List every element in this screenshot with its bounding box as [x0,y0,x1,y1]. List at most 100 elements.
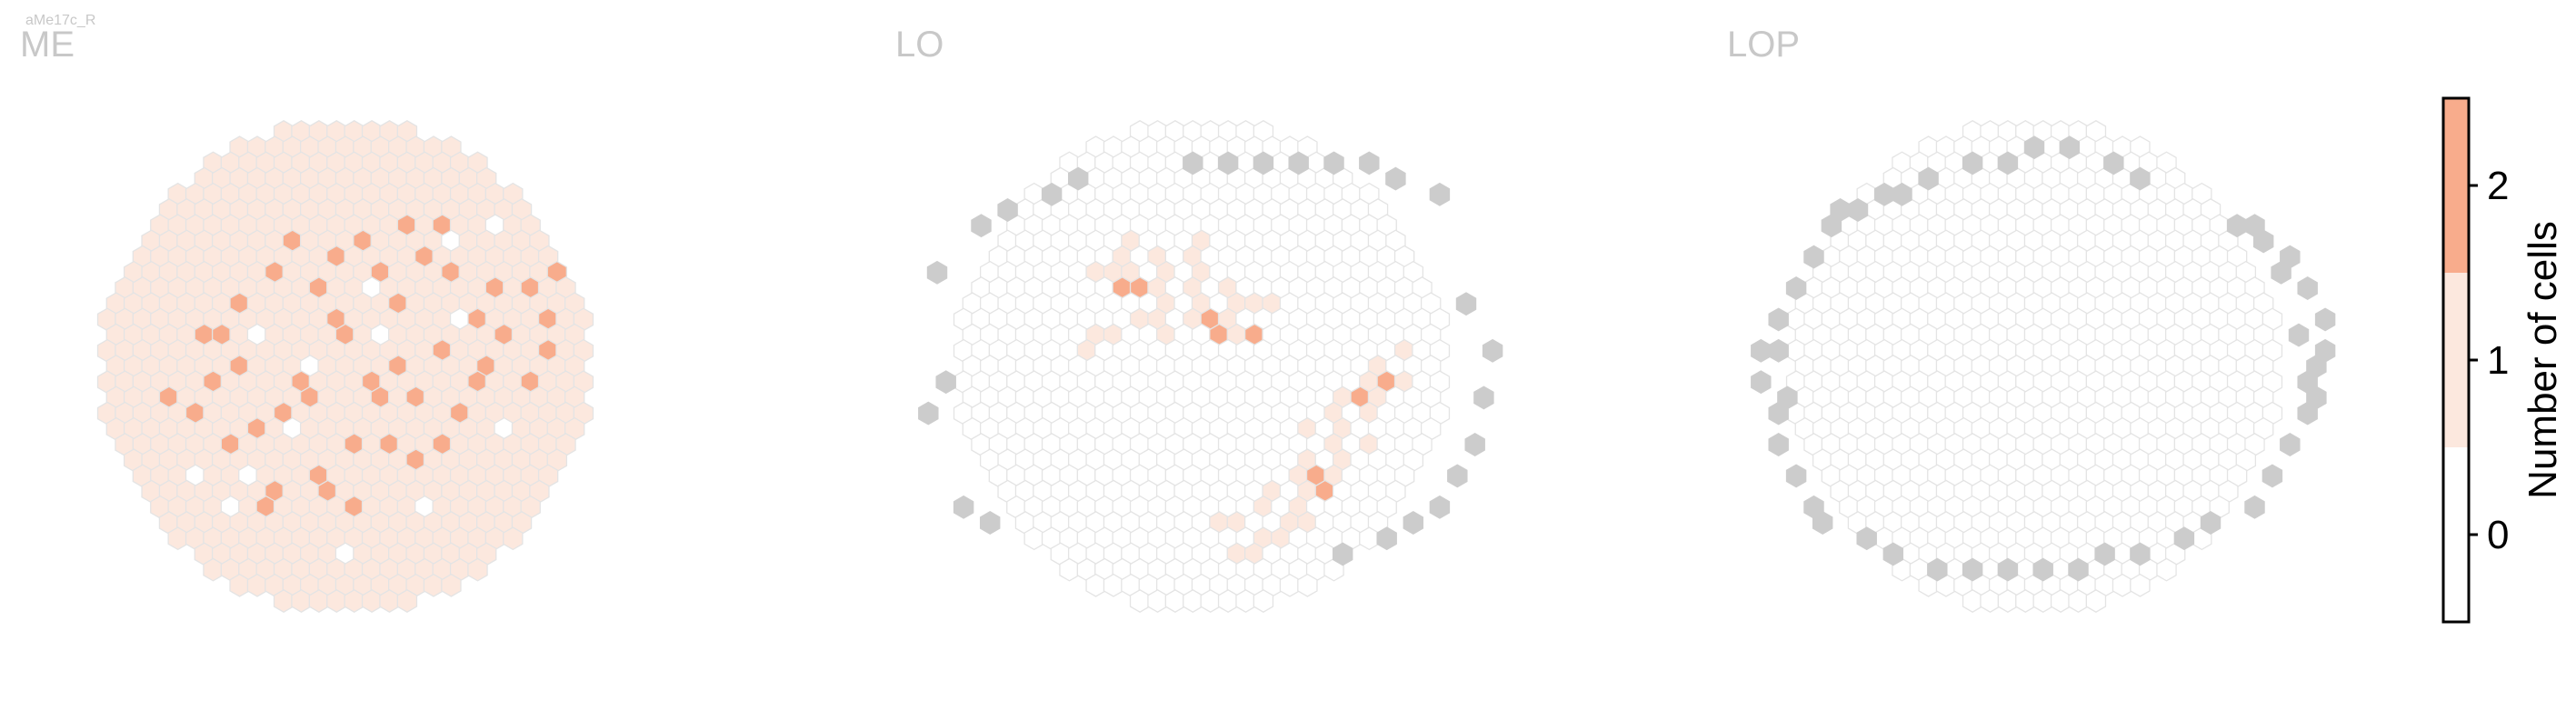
hex-outside [1288,151,1309,175]
hex-outside [1927,557,1948,582]
hex-outside [1429,495,1451,519]
colorbar-band-0 [2443,447,2469,622]
hex-outside [2314,307,2336,332]
hex-cell [326,589,347,613]
hex-cell [1147,589,1168,613]
hex-cell [1235,589,1256,613]
hex-outside [918,401,939,426]
hex-outside [1777,386,1798,410]
hex-outside [1455,292,1477,316]
hex-cell [1023,526,1044,551]
hex-cell [2085,589,2107,613]
hex-cell [203,557,224,582]
hex-outside [1830,198,1851,222]
hex-cell [423,573,444,597]
hex-outside [2130,542,2151,566]
hex-outside [1803,245,1824,269]
hex-outside [2200,511,2222,535]
hex-cell [1164,589,1186,613]
hex-cell [229,573,250,597]
hex-cell [2050,589,2072,613]
hex-cell [1200,589,1221,613]
hex-outside [935,370,956,395]
hex-cell [361,589,383,613]
hex-cell [503,526,524,551]
hex-cell [2015,589,2036,613]
hex-cell [1085,573,1106,597]
hex-outside [2306,386,2327,410]
hex-grid-lo [918,120,1503,613]
hex-outside [2271,260,2291,285]
hex-cell [396,589,418,613]
panel-title-lo: LO [895,25,944,65]
hex-outside [1962,151,1983,175]
colorbar-tick-label-1: 1 [2487,338,2509,383]
hex-cell [291,589,312,613]
hex-outside [2306,355,2327,378]
hex-outside [1847,198,1869,222]
hex-outside [1751,338,1772,363]
hex-outside [2094,542,2115,566]
hex-outside [1812,511,1833,535]
hex-cell [1297,573,1318,597]
hex-outside [2297,276,2318,300]
hex-outside [1332,542,1353,566]
hex-outside [1997,151,2019,175]
hex-outside [1856,526,1877,551]
hex-cell [1359,526,1380,551]
hex-cell [1279,573,1301,597]
hex-grid-lop [1751,120,2336,613]
hex-cell [441,573,462,597]
hex-cell [2130,573,2151,597]
hex-outside [1376,526,1397,551]
hex-outside [1447,464,1468,488]
hex-cell [1059,557,1080,582]
hex-cell [1962,589,1983,613]
hex-outside [1041,182,1063,206]
hex-outside [1183,151,1203,175]
hex-outside [2023,135,2045,160]
hex-outside [2173,526,2195,551]
hex-outside [1751,370,1772,395]
hex-cell [1980,589,2001,613]
hex-cell [2032,589,2053,613]
hex-outside [979,511,1001,535]
panel-lo: LO [895,25,1503,613]
hex-outside [1997,557,2019,582]
hex-outside [2244,495,2265,519]
hex-outside [1473,386,1494,410]
hex-cell [308,589,330,613]
hex-outside [1768,338,1789,363]
hex-outside [1464,433,1485,456]
hex-outside [2068,557,2089,582]
hex-outside [2032,557,2053,582]
hex-cell [2156,557,2177,582]
hex-outside [2252,229,2274,254]
hex-outside [2059,135,2081,160]
hex-outside [2226,214,2248,238]
hex-outside [2130,166,2151,191]
colorbar-band-2 [2443,98,2469,273]
hex-outside [1067,166,1089,191]
hex-cell [379,589,400,613]
colorbar-tick-label-0: 0 [2487,513,2509,557]
colorbar-tick-label-2: 2 [2487,164,2509,208]
hex-outside [997,198,1018,222]
hex-outside [1892,182,1912,206]
hex-outside [1785,276,1807,300]
hex-cell [2068,589,2089,613]
hex-outside [1359,151,1380,175]
hex-outside [1385,166,1406,191]
hex-cell [1183,589,1203,613]
hex-cell [1253,589,1274,613]
panel-me: ME [20,25,594,613]
hex-outside [2261,464,2283,488]
colorbar-band-1 [2443,273,2469,447]
colorbar-title: Number of cells [2521,221,2565,499]
hex-cell [1103,573,1124,597]
cell-type-label: aMe17c_R [25,13,95,28]
panel-lop: LOP [1727,25,2336,613]
hex-cell [273,589,295,613]
panel-title-lop: LOP [1727,25,1800,65]
